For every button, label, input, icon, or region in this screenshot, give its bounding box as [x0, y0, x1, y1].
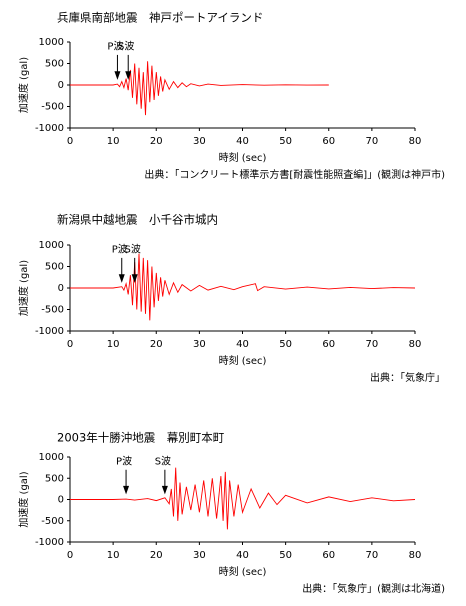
x-tick-label: 60 — [322, 339, 335, 350]
y-tick-label: 500 — [45, 473, 64, 484]
x-tick-label: 10 — [107, 550, 120, 561]
x-axis-label: 時刻 (sec) — [219, 565, 267, 578]
y-tick-label: -500 — [41, 516, 64, 527]
annotation-arrowhead — [123, 485, 130, 495]
x-tick-label: 50 — [279, 550, 292, 561]
chart-title: 兵庫県南部地震 神戸ポートアイランド — [57, 11, 263, 25]
y-tick-label: -1000 — [35, 123, 64, 134]
annotation-arrowhead — [131, 274, 138, 283]
y-tick-label: 1000 — [39, 37, 64, 48]
annotation-arrowhead — [118, 274, 125, 283]
chart: 新潟県中越地震 小千谷市城内 -1000 -500 0 500 1000 0 10 20 30 40… — [17, 213, 445, 385]
annotation-label: S波 — [155, 454, 171, 467]
x-tick-label: 0 — [67, 339, 73, 350]
annotation-arrowhead — [125, 71, 132, 80]
x-axis-label: 時刻 (sec) — [219, 151, 267, 164]
x-tick-label: 40 — [236, 550, 249, 561]
chart-title: 新潟県中越地震 小千谷市城内 — [57, 213, 218, 227]
waveform — [70, 467, 416, 530]
x-tick-label: 30 — [193, 550, 206, 561]
x-tick-label: 10 — [107, 339, 120, 350]
source-note: 出典：「コンクリート標準示方書[耐震性能照査編]」(観測は神戸市) — [144, 168, 445, 181]
x-tick-label: 40 — [236, 136, 249, 147]
x-tick-label: 80 — [409, 339, 422, 350]
x-tick-label: 60 — [322, 136, 335, 147]
y-tick-label: -500 — [41, 102, 64, 113]
y-tick-label: 1000 — [39, 240, 64, 251]
waveform — [70, 253, 416, 321]
x-tick-label: 30 — [193, 136, 206, 147]
x-tick-label: 20 — [150, 550, 163, 561]
x-tick-label: 80 — [409, 136, 422, 147]
y-axis-label: 加速度 (gal) — [17, 471, 30, 527]
annotation-label: P波 — [107, 39, 123, 52]
x-tick-label: 70 — [366, 550, 379, 561]
annotation-arrowhead — [114, 71, 121, 80]
y-tick-label: 500 — [45, 59, 64, 70]
y-tick-label: 0 — [58, 283, 64, 294]
y-tick-label: -1000 — [35, 326, 64, 337]
x-tick-label: 70 — [366, 339, 379, 350]
y-tick-label: 500 — [45, 262, 64, 273]
y-tick-label: -1000 — [35, 537, 64, 548]
x-tick-label: 40 — [236, 339, 249, 350]
x-tick-label: 0 — [67, 550, 73, 561]
y-axis-label: 加速度 (gal) — [17, 57, 30, 113]
annotation-label: S波 — [125, 242, 141, 255]
waveform — [70, 61, 329, 116]
x-tick-label: 50 — [279, 339, 292, 350]
chart: 兵庫県南部地震 神戸ポートアイランド -1000 -500 0 500 1000 0 10 20… — [17, 11, 445, 182]
chart: 2003年十勝沖地震 幕別町本町 -1000 -500 0 500 1000 0 10 20 30… — [17, 431, 445, 596]
x-tick-label: 50 — [279, 136, 292, 147]
y-tick-label: -500 — [41, 305, 64, 316]
x-tick-label: 70 — [366, 136, 379, 147]
y-tick-label: 0 — [58, 80, 64, 91]
y-axis-label: 加速度 (gal) — [17, 260, 30, 316]
annotation-label: P波 — [116, 454, 132, 467]
y-tick-label: 1000 — [39, 452, 64, 463]
x-tick-label: 10 — [107, 136, 120, 147]
chart-title: 2003年十勝沖地震 幕別町本町 — [57, 431, 225, 445]
x-tick-label: 80 — [409, 550, 422, 561]
x-tick-label: 0 — [67, 136, 73, 147]
annotation-label: S波 — [118, 39, 134, 52]
annotation-label: P波 — [112, 242, 128, 255]
y-tick-label: 0 — [58, 495, 64, 506]
x-axis-label: 時刻 (sec) — [219, 354, 267, 367]
x-tick-label: 30 — [193, 339, 206, 350]
x-tick-label: 20 — [150, 136, 163, 147]
x-tick-label: 60 — [322, 550, 335, 561]
source-note: 出典：「気象庁」(観測は北海道) — [302, 582, 445, 595]
x-tick-label: 20 — [150, 339, 163, 350]
annotation-arrowhead — [161, 485, 168, 495]
source-note: 出典：「気象庁」 — [370, 371, 445, 384]
